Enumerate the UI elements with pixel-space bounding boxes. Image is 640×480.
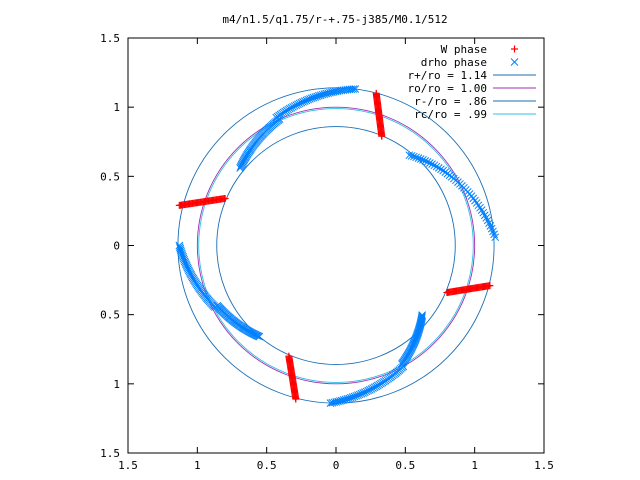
axis-ticks: 1.5 1 0.5 0 0.5 1 1.51.510.500.511.5 <box>100 32 554 472</box>
drho-phase-point <box>417 314 426 323</box>
legend-w-phase-marker <box>511 45 518 53</box>
x-tick-label: 0.5 <box>395 459 415 472</box>
reference-circles <box>177 87 495 404</box>
w-phase-point <box>486 282 494 290</box>
drho-phase-point <box>412 153 421 162</box>
drho-phase-point <box>410 152 418 161</box>
drho-phase-point <box>418 312 426 321</box>
x-tick-label: 1 <box>194 459 201 472</box>
drho-phase-point <box>421 157 430 165</box>
circle-ro-trace <box>196 106 476 385</box>
drho-phase-point <box>437 165 445 174</box>
circle-r-trace <box>177 87 495 404</box>
drho-phase-point <box>418 311 427 319</box>
drho-phase-point <box>405 151 414 160</box>
legend-drho-phase-marker <box>510 58 519 66</box>
x-tick-label: 1.5 <box>534 459 554 472</box>
drho-phase-point <box>419 156 427 164</box>
w-phase-point <box>221 194 229 202</box>
drho-phase-point <box>428 160 436 168</box>
drho-phase-point <box>491 233 500 242</box>
circle-rc-trace <box>198 108 474 383</box>
y-tick-label: 1.5 <box>100 32 120 45</box>
drho-phase-point <box>474 201 483 210</box>
y-tick-label: 1 <box>113 378 120 391</box>
drho-phase-point <box>407 151 416 160</box>
legend-label: r+/ro = 1.14 <box>408 69 488 82</box>
data-markers <box>175 85 500 407</box>
drho-phase-point <box>416 155 425 163</box>
legend-label: drho phase <box>421 56 487 69</box>
drho-phase-point <box>432 162 441 171</box>
y-tick-label: 1 <box>113 101 120 114</box>
legend-label: rc/ro = .99 <box>414 108 487 121</box>
y-tick-label: 0.5 <box>100 309 120 322</box>
x-tick-label: 0.5 <box>257 459 277 472</box>
drho-phase-point <box>423 158 432 166</box>
drho-phase-point <box>414 154 423 162</box>
drho-phase-point <box>255 332 264 341</box>
y-tick-label: 0 <box>113 240 120 253</box>
legend-label: ro/ro = 1.00 <box>408 82 487 95</box>
w-phase-point <box>378 132 386 140</box>
x-tick-label: 1.5 <box>118 459 138 472</box>
y-tick-label: 0.5 <box>100 170 120 183</box>
w-phase-point <box>292 395 300 403</box>
drho-phase-point <box>236 164 244 172</box>
y-tick-label: 1.5 <box>100 447 120 460</box>
legend-label: W phase <box>441 43 487 56</box>
drho-phase-point <box>430 161 439 170</box>
x-tick-label: 1 <box>471 459 478 472</box>
drho-phase-point <box>418 313 426 322</box>
legend-label: r-/ro = .86 <box>414 95 487 108</box>
drho-phase-point <box>425 159 434 167</box>
circle-r-trace <box>216 126 456 365</box>
x-tick-label: 0 <box>333 459 340 472</box>
chart-title: m4/n1.5/q1.75/r-+.75-j385/M0.1/512 <box>222 13 447 26</box>
drho-phase-point <box>434 164 443 172</box>
